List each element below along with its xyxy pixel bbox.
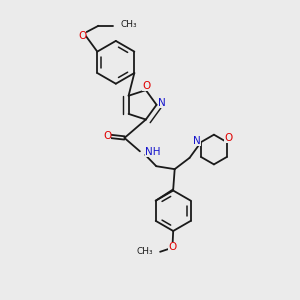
Text: O: O <box>224 133 232 143</box>
Text: O: O <box>142 81 151 91</box>
Text: CH₃: CH₃ <box>137 247 154 256</box>
Text: O: O <box>103 131 111 142</box>
Text: CH₃: CH₃ <box>121 20 137 29</box>
Text: N: N <box>193 136 201 146</box>
Text: O: O <box>169 242 177 252</box>
Text: O: O <box>78 31 86 40</box>
Text: NH: NH <box>145 147 161 157</box>
Text: N: N <box>158 98 166 108</box>
